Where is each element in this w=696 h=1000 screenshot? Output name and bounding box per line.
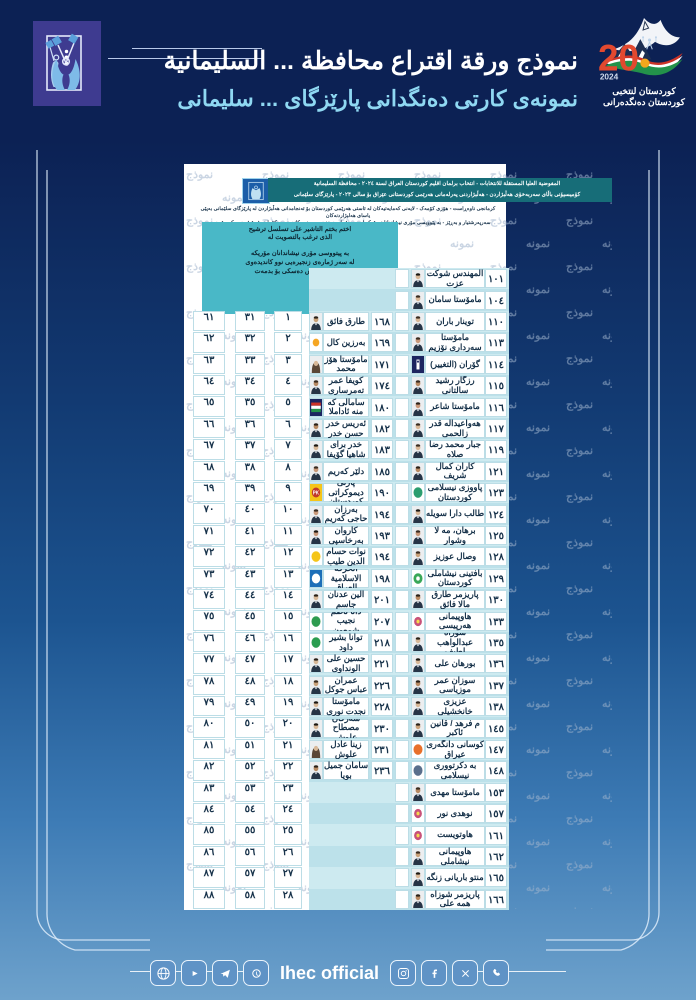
svg-text:2024: 2024: [600, 73, 619, 82]
svg-text:PK: PK: [313, 490, 320, 496]
